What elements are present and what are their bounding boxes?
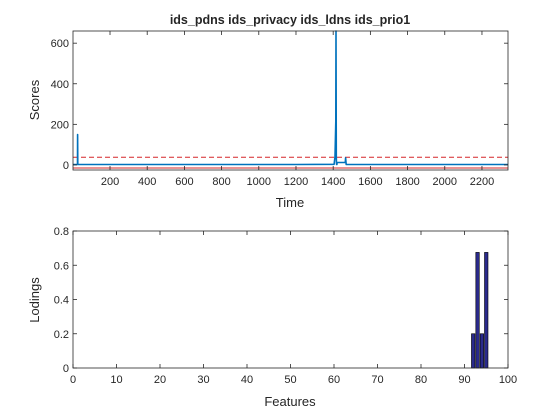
loading-bar <box>479 333 484 369</box>
loadings-x-tick-label: 20 <box>154 374 166 386</box>
loadings-y-tick-label: 0 <box>63 363 69 375</box>
scores-x-tick-label: 2000 <box>433 176 457 188</box>
scores-x-tick-label: 1400 <box>321 176 345 188</box>
loadings-y-tick-label: 0.8 <box>54 226 69 238</box>
scores-chart: 200 400 600 800 1000 1200 1400 1600 1800 2000 2200… <box>27 13 509 210</box>
loadings-y-tick-label: 0.6 <box>54 260 69 272</box>
scores-series-line <box>73 30 508 166</box>
loadings-x-tick-label: 0 <box>70 374 76 386</box>
scores-x-tick-label: 1200 <box>284 176 308 188</box>
loadings-x-tick-label: 70 <box>371 374 383 386</box>
scores-axes-box <box>72 30 509 171</box>
scores-y-tick-label: 600 <box>51 38 69 50</box>
scores-x-tick-label: 800 <box>212 176 230 188</box>
loadings-y-tick-label: 0.2 <box>54 329 69 341</box>
loadings-x-tick-label: 10 <box>110 374 122 386</box>
scores-plot-area <box>73 31 508 170</box>
scores-ticks: 200 400 600 800 1000 1200 1400 1600 1800 2000 2200… <box>51 31 508 188</box>
scores-x-tick-label: 1600 <box>358 176 382 188</box>
scores-x-tick-label: 400 <box>138 176 156 188</box>
scores-y-tick-label: 0 <box>63 160 69 172</box>
scores-x-tick-label: 200 <box>101 176 119 188</box>
loading-bar <box>471 333 476 369</box>
scores-x-tick-label: 600 <box>175 176 193 188</box>
scores-y-axis-label: Scores <box>27 79 42 120</box>
loadings-plot-area <box>73 231 508 368</box>
loadings-y-tick-label: 0.4 <box>54 295 69 307</box>
loadings-x-tick-label: 90 <box>458 374 470 386</box>
scores-x-tick-label: 1800 <box>395 176 419 188</box>
loadings-x-tick-label: 40 <box>241 374 253 386</box>
loading-bar <box>484 252 489 369</box>
scores-y-tick-label: 200 <box>51 119 69 131</box>
loadings-ticks: 0 10 20 30 40 50 60 70 80 90 100 0 0.2 0.4 0.6 0.8 <box>54 226 517 386</box>
loadings-x-tick-label: 30 <box>197 374 209 386</box>
loadings-y-axis-label: Lodings <box>27 277 42 323</box>
scores-x-tick-label: 1000 <box>247 176 271 188</box>
loadings-x-tick-label: 50 <box>284 374 296 386</box>
scores-marks <box>73 30 508 169</box>
scores-y-tick-label: 400 <box>51 79 69 91</box>
loadings-x-tick-label: 100 <box>499 374 517 386</box>
loadings-chart: 0 10 20 30 40 50 60 70 80 90 100 0 0.2 0.4 0.6 0.8 Feat… <box>27 226 517 409</box>
scores-x-tick-label: 2200 <box>470 176 494 188</box>
loadings-x-tick-label: 60 <box>328 374 340 386</box>
scores-title: ids_pdns ids_privacy ids_ldns ids_prio1 <box>170 13 410 27</box>
loadings-x-tick-label: 80 <box>415 374 427 386</box>
loadings-x-axis-label: Features <box>264 394 316 409</box>
loading-bar <box>475 252 480 369</box>
scores-x-axis-label: Time <box>276 195 304 210</box>
